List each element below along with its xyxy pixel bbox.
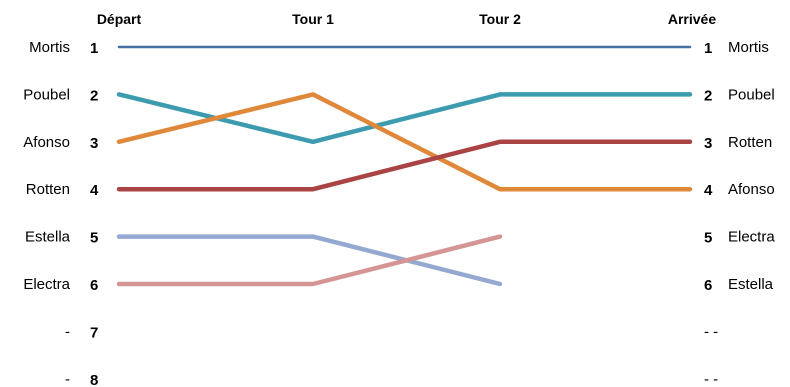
start-rank: 8 [90,372,98,387]
finish-driver-name: Electra [728,229,775,246]
series-line-rotten [116,139,693,192]
stage-headers: Départ Tour 1 Tour 2 Arrivée [97,11,717,27]
series-line-electra [116,234,503,287]
start-rank: 2 [90,87,98,104]
finish-labels: 1 Mortis 2 Poubel 3 Rotten 4 Afonso 5 Electra 6 Est… [704,39,775,387]
start-labels: Mortis 1 Poubel 2 Afonso 3 Rotten 4 Estella 5 Elec… [23,39,99,387]
series-line-estella [116,234,503,287]
finish-placeholder: - - [704,323,718,340]
start-driver-name: Afonso [23,134,70,151]
finish-driver-name: Estella [728,276,774,293]
series-line-afonso [116,92,693,192]
stage-header: Tour 1 [292,11,334,27]
finish-driver-name: Afonso [728,181,775,198]
finish-rank: 3 [704,135,712,152]
series-line-poubel [116,92,693,145]
stage-header: Arrivée [668,11,716,27]
start-rank: 5 [90,230,98,247]
finish-driver-name: Rotten [728,134,772,151]
finish-placeholder: - - [704,371,718,387]
finish-rank: 2 [704,87,712,104]
finish-driver-name: Poubel [728,86,775,103]
start-rank: 6 [90,277,98,294]
series-lines [116,45,693,287]
start-driver-name: - [65,371,70,387]
start-driver-name: Electra [23,276,70,293]
start-driver-name: Poubel [23,86,70,103]
start-rank: 1 [90,40,98,57]
finish-driver-name: Mortis [728,39,769,56]
start-driver-name: - [65,323,70,340]
finish-rank: 1 [704,40,712,57]
start-driver-name: Rotten [26,181,70,198]
start-driver-name: Mortis [29,39,70,56]
finish-rank: 5 [704,230,712,247]
finish-rank: 6 [704,277,712,294]
start-rank: 3 [90,135,98,152]
start-rank: 7 [90,324,98,341]
stage-header: Départ [97,11,142,27]
start-rank: 4 [90,182,99,199]
stage-header: Tour 2 [479,11,521,27]
finish-rank: 4 [704,182,713,199]
start-driver-name: Estella [25,229,71,246]
